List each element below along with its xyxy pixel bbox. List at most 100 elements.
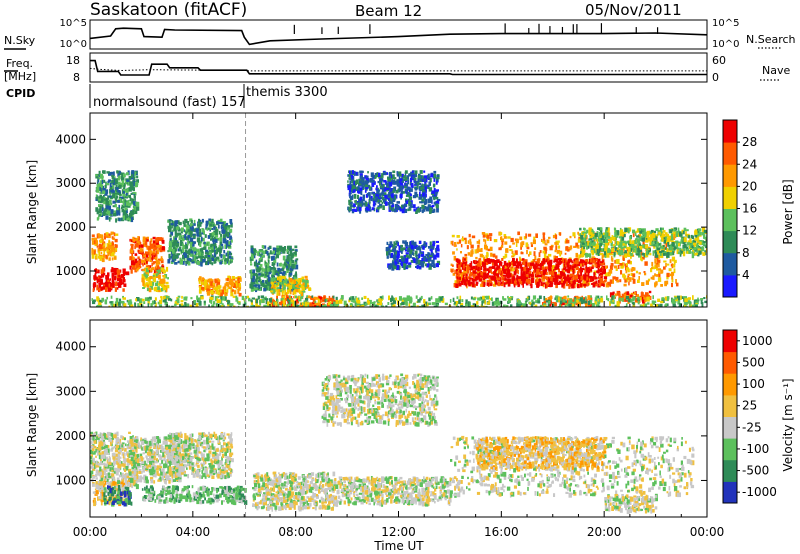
data-cell [105, 275, 109, 280]
data-cell [360, 170, 364, 173]
data-cell [485, 275, 489, 279]
data-cell [376, 208, 378, 213]
data-cell [201, 277, 205, 281]
data-cell [583, 280, 587, 284]
data-cell [483, 270, 487, 274]
data-cell [408, 245, 411, 249]
data-cell [659, 227, 662, 233]
data-cell [425, 186, 429, 189]
data-cell [384, 192, 387, 195]
data-cell [218, 230, 221, 235]
data-cell [643, 271, 646, 274]
data-cell [580, 250, 582, 255]
data-cell [665, 232, 668, 235]
data-cell [92, 283, 97, 288]
data-cell [289, 278, 293, 283]
data-cell [151, 244, 155, 249]
data-cell [539, 264, 543, 267]
data-cell [564, 276, 568, 282]
data-cell [282, 280, 286, 283]
data-cell [292, 253, 296, 256]
data-cell [631, 267, 635, 271]
data-cell [101, 279, 103, 284]
data-cell [586, 282, 589, 287]
data-cell [250, 269, 252, 274]
data-cell [96, 287, 100, 291]
data-cell [359, 180, 362, 184]
data-cell [118, 217, 121, 222]
data-cell [592, 248, 596, 253]
data-cell [514, 269, 518, 273]
data-cell [683, 227, 687, 232]
data-cell [505, 248, 509, 251]
data-cell [536, 274, 540, 278]
data-cell [362, 194, 365, 199]
data-cell [652, 253, 655, 256]
data-cell [289, 290, 292, 295]
data-cell [227, 286, 231, 290]
data-cell [276, 291, 279, 296]
data-cell [250, 248, 253, 253]
data-cell [587, 272, 590, 277]
data-cell [388, 265, 392, 270]
data-cell [104, 234, 106, 238]
data-cell [114, 238, 118, 243]
data-cell [595, 252, 598, 256]
data-cell [600, 227, 602, 231]
data-cell [122, 288, 125, 292]
data-cell [146, 268, 150, 273]
data-cell [91, 234, 95, 238]
data-cell [199, 286, 203, 291]
data-cell [489, 279, 492, 284]
data-cell [190, 250, 194, 254]
data-cell [205, 221, 209, 225]
data-cell [555, 245, 558, 251]
data-cell [209, 223, 213, 227]
data-cell [650, 234, 653, 240]
data-cell [539, 250, 542, 254]
data-cell [466, 245, 469, 250]
data-cell [123, 190, 125, 195]
data-cell [152, 236, 156, 240]
data-cell [224, 225, 228, 230]
data-cell [686, 248, 690, 252]
data-cell [109, 278, 111, 281]
data-cell [290, 257, 293, 262]
data-cell [269, 266, 272, 272]
data-cell [547, 261, 550, 266]
data-cell [286, 268, 290, 271]
data-cell [549, 279, 553, 283]
data-cell [396, 171, 399, 176]
data-cell [566, 274, 570, 278]
data-cell [148, 280, 152, 285]
data-cell [179, 257, 182, 261]
data-cell [133, 177, 136, 182]
data-cell [651, 266, 656, 270]
data-cell [118, 274, 121, 278]
data-cell [604, 238, 608, 244]
data-cell [553, 269, 556, 275]
data-cell [402, 184, 404, 190]
data-cell [97, 247, 100, 253]
data-cell [520, 246, 522, 250]
data-cell [109, 242, 113, 245]
data-cell [267, 286, 270, 291]
data-cell [657, 230, 661, 234]
data-cell [253, 250, 256, 254]
data-cell [541, 262, 544, 267]
data-cell [656, 240, 658, 243]
data-cell [386, 182, 390, 187]
data-cell [279, 269, 282, 273]
data-cell [464, 237, 467, 241]
data-cell [632, 273, 636, 278]
data-cell [488, 276, 491, 280]
data-cell [111, 232, 115, 235]
data-cell [222, 238, 226, 244]
data-cell [407, 187, 411, 190]
data-cell [486, 253, 489, 257]
data-cell [490, 283, 493, 287]
data-cell [102, 201, 106, 204]
data-cell [124, 199, 127, 203]
data-cell [480, 248, 483, 253]
data-cell [302, 285, 305, 290]
